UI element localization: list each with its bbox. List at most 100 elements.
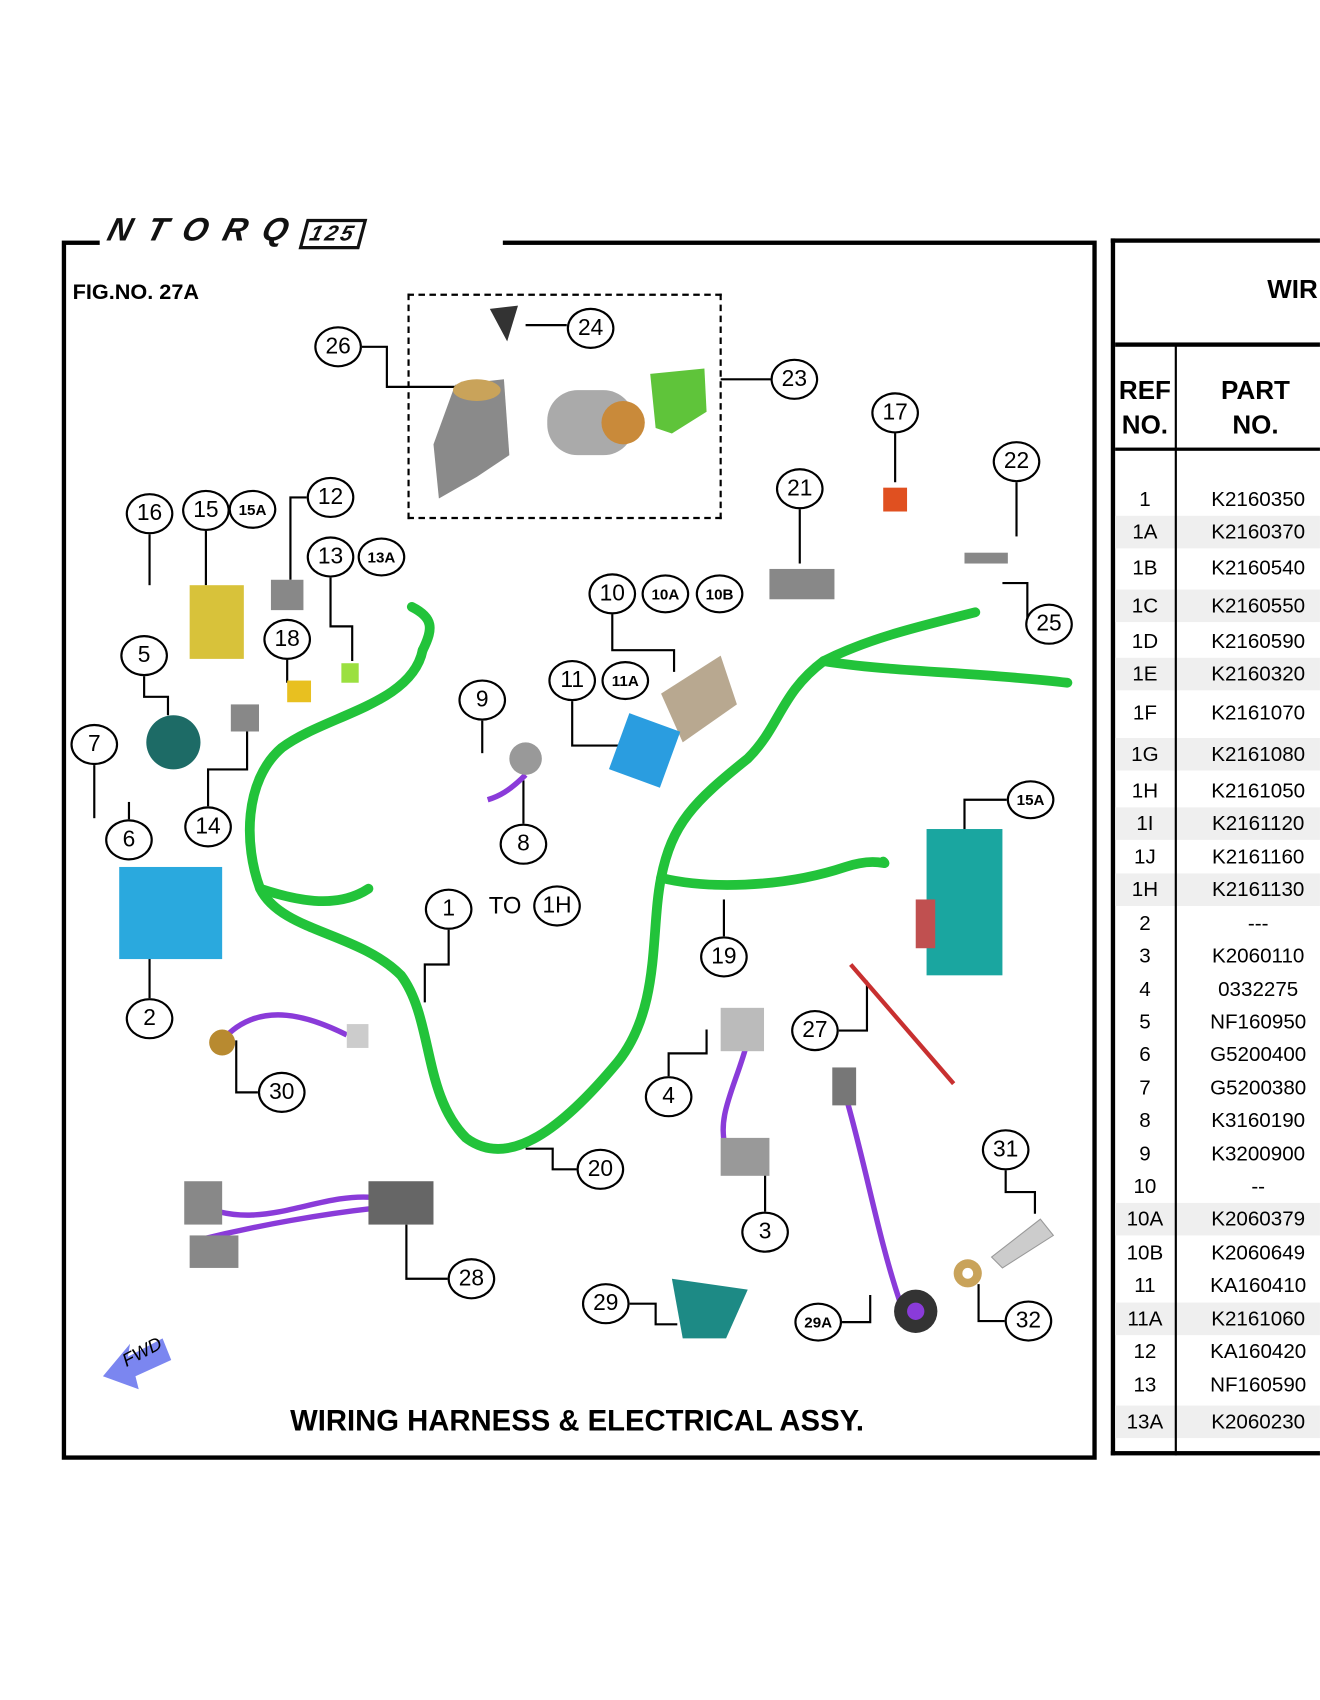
table-row: 1E K2160320 [1115,657,1320,691]
ref-no: 7 [1139,1077,1151,1100]
table-row: 2 --- [1115,907,1320,940]
connector-29A [832,1067,857,1106]
col-ref-header: REF NO. [1118,376,1171,440]
ref-no: 10B [1126,1241,1164,1265]
ignition-group-box [407,293,722,520]
callout-17: 17 [871,392,919,434]
part-no: K2160540 [1211,557,1306,580]
table-row: 8 K3160190 [1115,1104,1320,1137]
ref-no: 1H [1131,780,1159,804]
callout-22: 22 [992,441,1041,483]
callout-29A: 29A [794,1302,843,1342]
table-row: 1D K2160590 [1115,625,1320,658]
callout-15A: 15A [1006,780,1055,820]
part-no: K2160590 [1211,630,1306,654]
ref-no: 9 [1139,1143,1151,1167]
ignition-switch [433,379,510,499]
callout-25: 25 [1025,603,1073,645]
ref-no: 11A [1127,1308,1163,1331]
sensor-3 [720,1137,770,1176]
ref-no: 12 [1133,1340,1157,1364]
callout-16: 16 [125,493,174,535]
ref-no: 4 [1139,978,1151,1002]
table-row: 10A K2060379 [1115,1202,1320,1236]
callout-30: 30 [257,1071,306,1113]
part-no: K2060230 [1211,1410,1306,1434]
callout-26: 26 [314,326,362,368]
callout-15: 15 [182,489,230,532]
main-harness [244,601,1073,1154]
battery [119,866,223,960]
table-row: 11A K2161060 [1115,1302,1320,1336]
rectifier [189,585,244,659]
fuse-13 [341,663,359,683]
callout-19: 19 [700,936,748,978]
ref-no: 1H [1131,878,1159,902]
ref-no: 1 [1139,488,1151,512]
part-no: -- [1251,1175,1266,1199]
ref-no: 10 [1133,1175,1157,1199]
part-no: K2060110 [1211,944,1305,968]
table-row: 1J K2161160 [1115,841,1320,874]
callout-15A: 15A [228,489,277,529]
table-row: 6 G5200400 [1115,1038,1320,1071]
callout-20: 20 [576,1148,625,1190]
bracket [650,368,707,434]
table-row: 10B K2060649 [1115,1237,1320,1270]
relay-18 [287,680,312,703]
table-row: 1B K2160540 [1115,552,1320,585]
part-no: K2161160 [1211,846,1305,870]
part-no: G5200400 [1210,1043,1307,1067]
ref-no: 1A [1132,521,1158,545]
table-row: 1C K2160550 [1115,589,1320,623]
callout-7: 7 [70,723,119,766]
ref-no: 10A [1126,1208,1164,1232]
part-no: K3160190 [1211,1109,1306,1133]
wire-27 [849,963,956,1086]
part-no: --- [1247,912,1269,936]
callout-24: 24 [566,307,615,349]
part-no: K2160370 [1211,521,1306,545]
callout-27: 27 [791,1010,839,1052]
part-22 [964,552,1008,564]
horn [146,715,201,770]
ref-no: 2 [1139,912,1151,936]
part-no: K2161070 [1211,702,1306,725]
figure-number: FIG.NO. 27A [72,280,200,305]
ref-no: 1J [1134,846,1156,870]
callout-10: 10 [588,573,637,615]
part-no: G5200380 [1210,1077,1307,1100]
terminal-30 [209,1029,236,1056]
ref-no: 1E [1132,663,1158,686]
part-no: K2160350 [1211,488,1306,512]
ecu-10 [661,655,737,743]
module-11 [608,713,681,788]
callout-4: 4 [644,1076,693,1118]
table-row: 1F K2161070 [1115,697,1320,730]
ref-no: 1F [1132,702,1157,725]
callout-9: 9 [458,679,507,721]
part-no: NF160950 [1210,1011,1307,1034]
ref-no: 6 [1139,1043,1151,1067]
callout-11A: 11A [601,661,650,701]
flasher-14 [230,704,260,732]
callout-8: 8 [499,823,548,865]
table-row: 12 KA160420 [1115,1335,1320,1368]
part-no: K2161080 [1211,743,1306,767]
callout-13A: 13A [357,537,406,577]
callout-3: 3 [741,1211,789,1253]
callout-23: 23 [770,358,819,400]
ref-no: 5 [1139,1011,1151,1034]
ref-no: 1C [1131,594,1159,618]
part-29 [671,1278,748,1339]
table-row: 7 G5200380 [1115,1072,1320,1105]
connector-28a [184,1181,223,1225]
part-no: 0332275 [1218,978,1299,1002]
callout-31: 31 [981,1129,1030,1171]
col-part-header: PART NO. [1221,376,1290,440]
ref-no: 1B [1132,557,1158,580]
part-no: K3200900 [1211,1143,1306,1167]
callout-18: 18 [263,618,312,660]
ref-no: 3 [1139,944,1151,968]
